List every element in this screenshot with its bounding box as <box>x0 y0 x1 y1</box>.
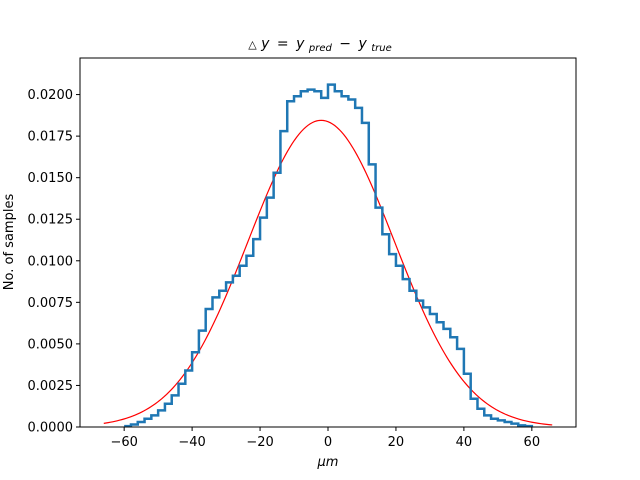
y-tick-label: 0.0125 <box>28 213 74 228</box>
gaussian-fit-line <box>103 119 553 426</box>
x-axis-label: μm <box>317 455 339 470</box>
x-tick-label: −60 <box>110 435 137 450</box>
y-tick-label: 0.0050 <box>28 337 74 352</box>
x-tick-label: −40 <box>178 435 205 450</box>
title-true-var: y <box>357 36 367 52</box>
title-true-sub: true <box>371 43 392 54</box>
title-pred-var: y <box>295 36 305 52</box>
title-minus: − <box>339 36 351 52</box>
y-tick-label: 0.0075 <box>28 296 74 311</box>
y-axis-label: No. of samples <box>2 194 17 291</box>
x-tick-label: 60 <box>524 435 541 450</box>
chart-title: △ y = y pred − y true <box>248 36 392 55</box>
y-tick-label: 0.0025 <box>28 379 74 394</box>
title-pred-sub: pred <box>308 43 333 54</box>
title-y: y <box>260 36 270 52</box>
title-delta: △ <box>248 38 257 51</box>
plot-area <box>103 83 553 427</box>
y-axis: 0.0000 0.0025 0.0050 0.0075 0.0100 0.0125 0.01… <box>28 88 80 436</box>
x-tick-label: 0 <box>324 435 332 450</box>
y-tick-label: 0.0200 <box>28 88 74 103</box>
y-tick-label: 0.0000 <box>28 421 74 436</box>
x-tick-label: 40 <box>456 435 473 450</box>
x-tick-label: 20 <box>388 435 405 450</box>
y-tick-label: 0.0100 <box>28 254 74 269</box>
title-equals: = <box>277 36 289 52</box>
x-axis: −60 −40 −20 0 20 40 60 <box>110 427 540 450</box>
x-tick-label: −20 <box>246 435 273 450</box>
y-tick-label: 0.0175 <box>28 130 74 145</box>
histogram-step-line <box>124 83 534 427</box>
y-tick-label: 0.0150 <box>28 171 74 186</box>
